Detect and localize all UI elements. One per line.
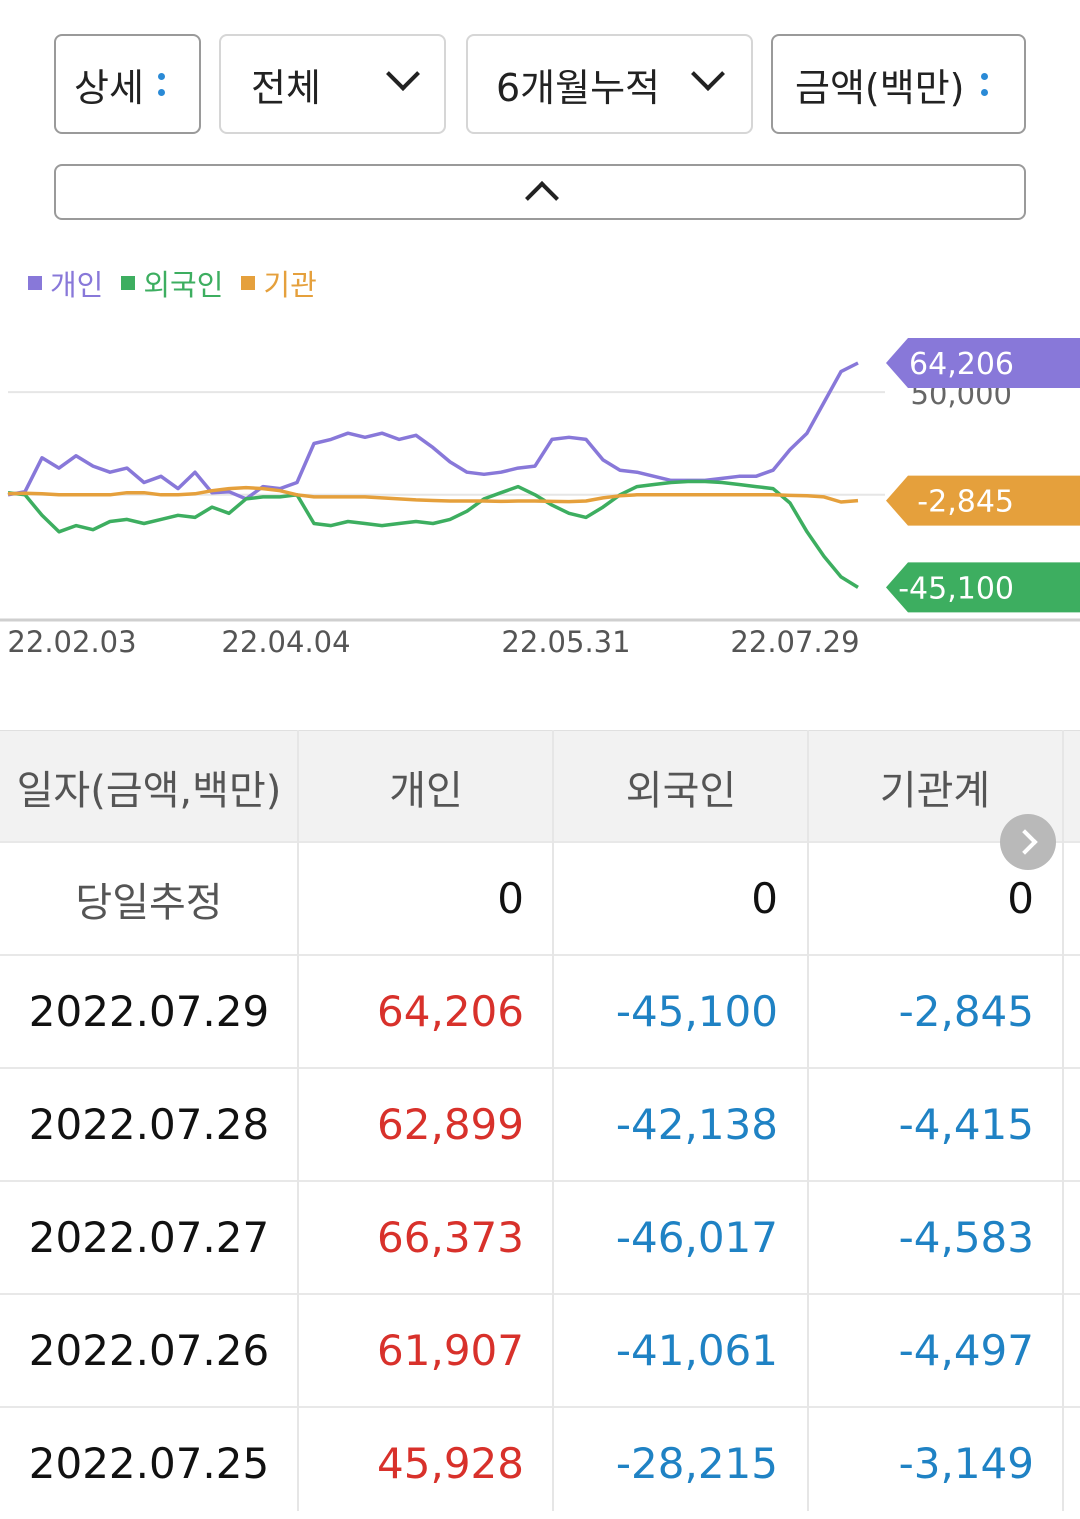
date-cell: 2022.07.27 [28, 1213, 270, 1262]
date-cell: 2022.07.25 [28, 1439, 270, 1488]
mode-select[interactable]: 상세 [54, 34, 201, 134]
table-row[interactable]: 2022.07.25 45,928 -28,215 -3,149 [0, 1406, 1080, 1519]
foreign-cell: -46,017 [615, 1213, 778, 1262]
date-cell: 2022.07.26 [28, 1326, 270, 1375]
institution-value-badge-label: -2,845 [917, 485, 1014, 520]
period-select-label: 6개월누적 [496, 65, 661, 110]
table-row[interactable]: 2022.07.29 64,206 -45,100 -2,845 [0, 954, 1080, 1067]
column-divider [552, 730, 554, 1511]
more-options-icon [157, 72, 165, 96]
individual-cell: 66,373 [377, 1213, 524, 1262]
foreign-cell: 0 [751, 874, 778, 923]
series-line-foreign [7, 479, 859, 589]
legend-swatch [121, 276, 136, 290]
foreign-cell: -45,100 [615, 987, 778, 1036]
individual-value-badge [886, 337, 1080, 388]
legend-swatch [28, 276, 42, 290]
foreign-cell: -28,215 [615, 1439, 778, 1488]
legend-item-institution: 기관 [241, 262, 317, 304]
chevron-right-icon [1012, 829, 1038, 855]
foreign-value-badge [886, 562, 1080, 613]
individual-cell: 64,206 [377, 987, 524, 1036]
institution-cell: -2,845 [898, 987, 1034, 1036]
individual-value-badge-label: 64,206 [909, 347, 1014, 382]
column-header-date: 일자(금액,백만) [16, 767, 282, 814]
table-row[interactable]: 당일추정 0 0 0 [0, 841, 1080, 954]
institution-value-badge [886, 475, 1080, 526]
series-line-institution [7, 485, 859, 504]
legend-swatch [241, 276, 256, 290]
individual-cell: 62,899 [377, 1100, 524, 1149]
table-row[interactable]: 2022.07.27 66,373 -46,017 -4,583 [0, 1180, 1080, 1293]
institution-cell: -3,149 [898, 1439, 1034, 1488]
chevron-down-icon [691, 57, 725, 91]
scope-select[interactable]: 전체 [219, 34, 446, 134]
legend-label: 개인 [50, 268, 104, 302]
x-tick-label: 22.04.04 [221, 625, 350, 659]
scroll-right-button[interactable] [1000, 814, 1056, 870]
mode-select-label: 상세 [74, 65, 144, 110]
foreign-cell: -42,138 [615, 1100, 778, 1149]
individual-cell: 45,928 [377, 1439, 524, 1488]
legend-item-individual: 개인 [28, 262, 103, 304]
column-header-foreign: 외국인 [625, 767, 737, 814]
chevron-down-icon [386, 57, 420, 91]
individual-cell: 61,907 [377, 1326, 524, 1375]
foreign-cell: -41,061 [615, 1326, 778, 1375]
table-header: 일자(금액,백만) 개인 외국인 기관계 [0, 730, 1080, 842]
x-tick-label: 22.02.03 [7, 625, 136, 659]
institution-cell: -4,415 [898, 1100, 1034, 1149]
column-divider [297, 730, 299, 1511]
institution-cell: 0 [1007, 874, 1034, 923]
foreign-value-badge-label: -45,100 [898, 571, 1014, 606]
legend-item-foreign: 외국인 [121, 262, 223, 304]
column-divider [807, 730, 809, 1511]
x-tick-label: 22.05.31 [501, 625, 630, 659]
column-divider [1062, 730, 1064, 1511]
date-cell: 당일추정 [75, 879, 223, 926]
individual-cell: 0 [497, 874, 524, 923]
institution-cell: -4,497 [898, 1326, 1034, 1375]
scope-select-label: 전체 [251, 65, 321, 110]
table-row[interactable]: 2022.07.28 62,899 -42,138 -4,415 [0, 1067, 1080, 1180]
legend-label: 기관 [263, 268, 317, 302]
chevron-up-icon [525, 181, 559, 215]
more-options-icon [980, 72, 988, 96]
collapse-chart-button[interactable] [54, 164, 1026, 220]
date-cell: 2022.07.28 [28, 1100, 270, 1149]
x-tick-label: 22.07.29 [730, 625, 859, 659]
unit-select-label: 금액(백만) [795, 65, 965, 110]
series-line-individual [7, 361, 859, 501]
unit-select[interactable]: 금액(백만) [771, 34, 1026, 134]
period-select[interactable]: 6개월누적 [466, 34, 753, 134]
column-header-individual: 개인 [389, 767, 463, 814]
date-cell: 2022.07.29 [28, 987, 270, 1036]
table-row[interactable]: 2022.07.26 61,907 -41,061 -4,497 [0, 1293, 1080, 1406]
institution-cell: -4,583 [898, 1213, 1034, 1262]
column-header-institution: 기관계 [879, 767, 991, 814]
legend-label: 외국인 [143, 268, 224, 302]
chart-legend: 개인 외국인 기관 [28, 262, 317, 304]
